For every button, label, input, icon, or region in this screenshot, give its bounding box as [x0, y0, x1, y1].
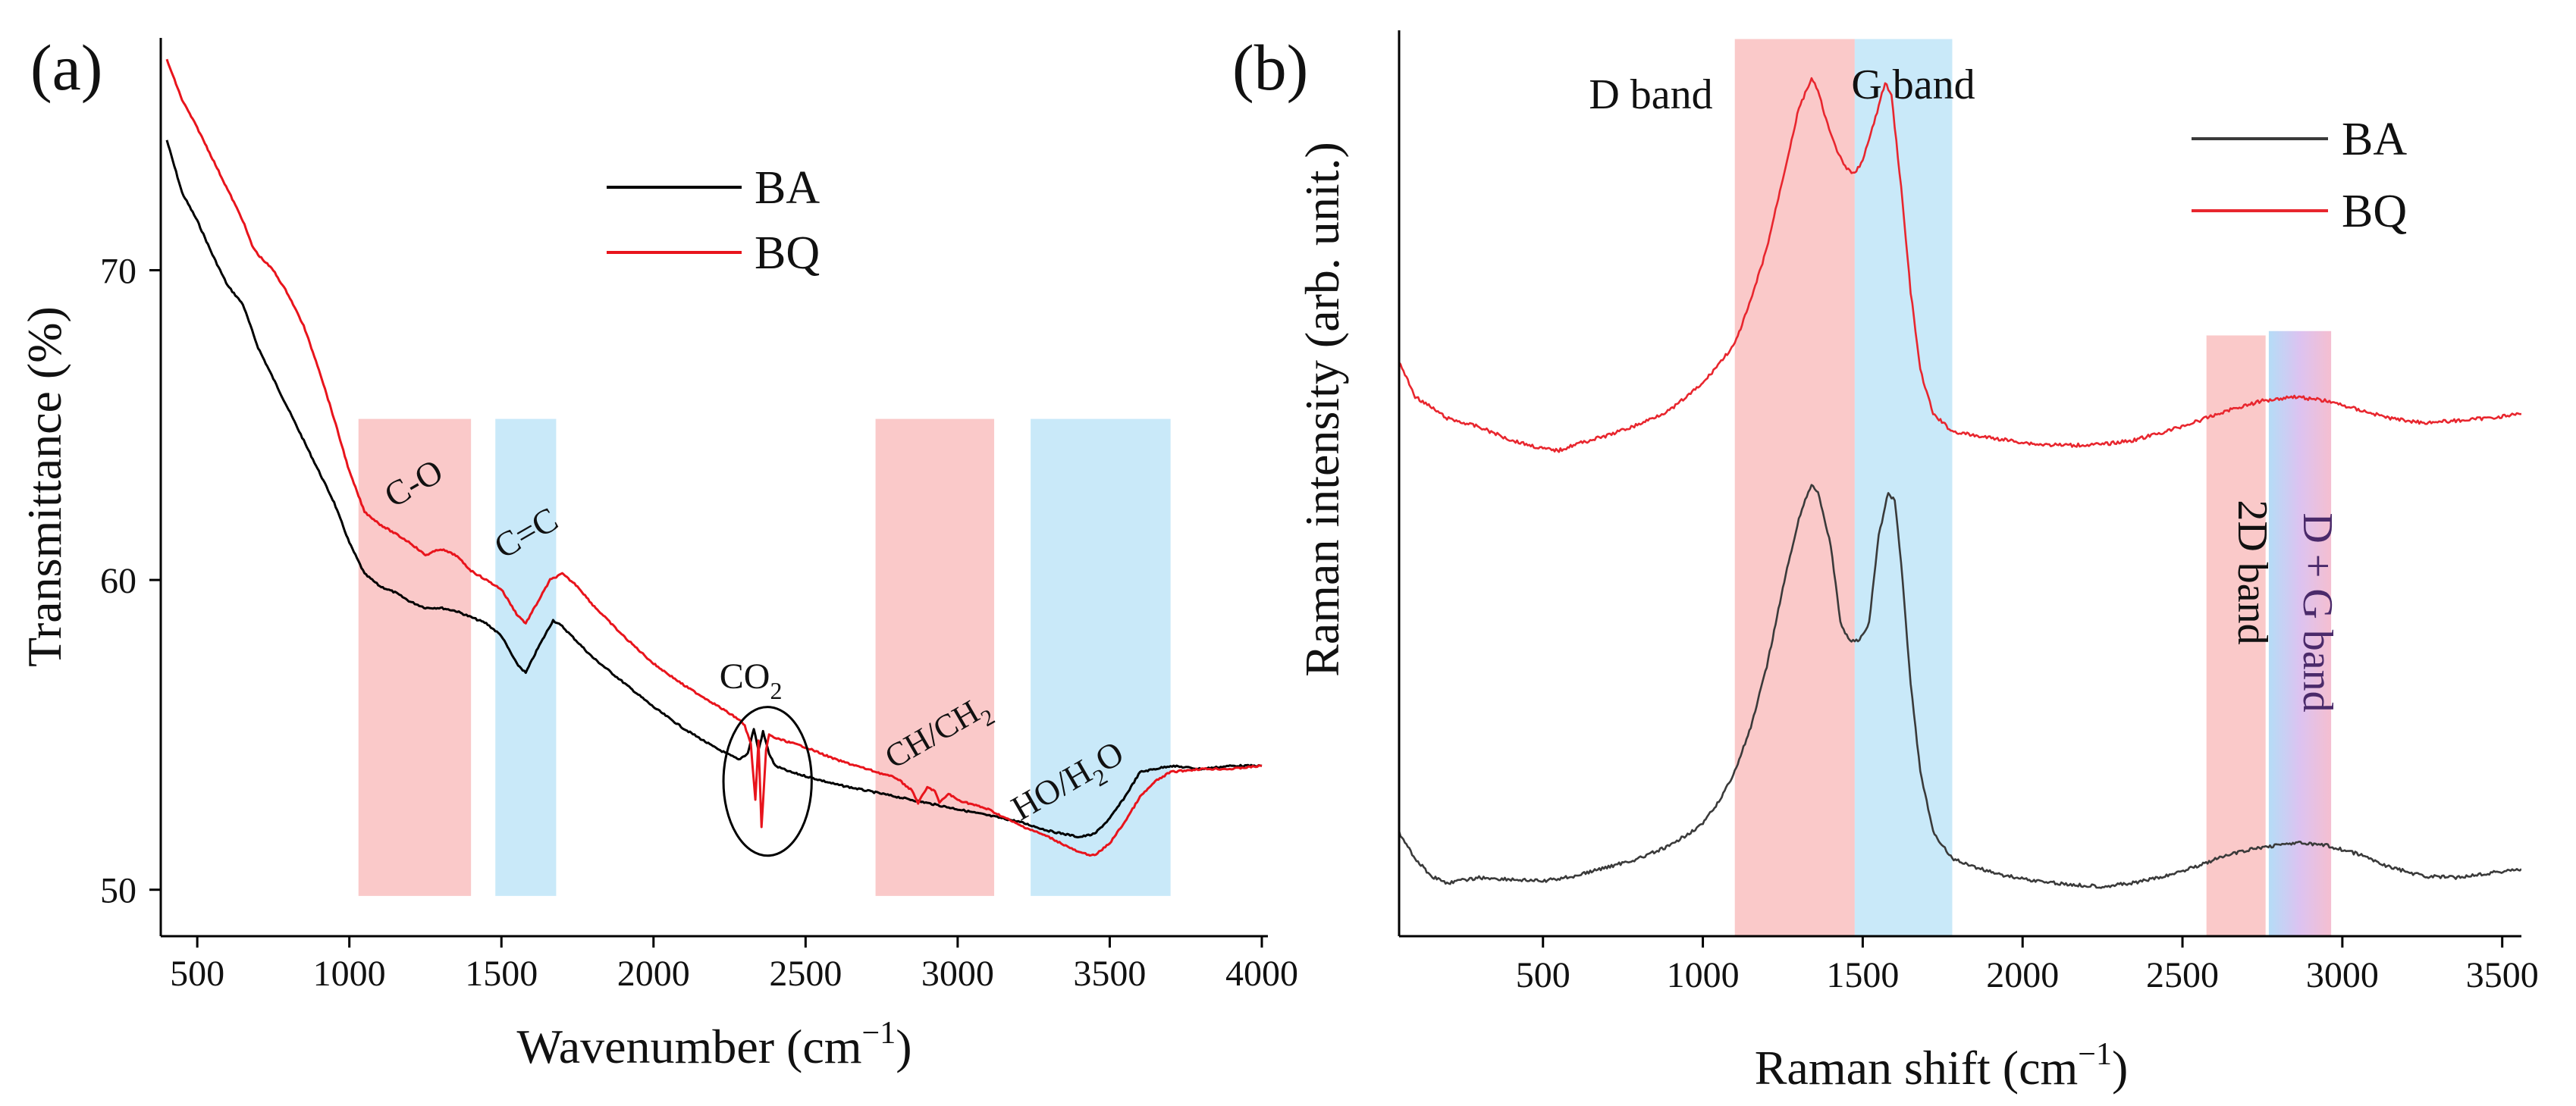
x-tick-label: 3500 [1073, 954, 1146, 994]
raman-bands [1734, 39, 2332, 936]
raman-band-region-0 [1734, 39, 1855, 936]
ftir-panel: (a) C-O C=C CO2 CH/CH2 HO/H2O 500 1000 150… [17, 31, 1298, 1073]
raman-band-region-2 [2206, 335, 2266, 936]
x-tick-label: 1500 [465, 954, 538, 994]
legend-label-ba: BA [755, 162, 820, 214]
x-tick-label: 4000 [1225, 954, 1298, 994]
band-region-1 [495, 418, 557, 896]
raman-ticks: 500 1000 1500 2000 2500 3000 3500 [1516, 936, 2539, 995]
x-axis-label-b: Raman shift (cm−1) [1755, 1037, 2129, 1095]
y-tick-label: 70 [100, 251, 136, 291]
series-line-ba [165, 139, 1263, 838]
raman-band-labels: D band G band 2D band D + G band [1589, 61, 2341, 713]
x-tick-label: 1000 [1667, 955, 1740, 995]
ftir-bands [358, 418, 1171, 896]
2d-band-label: 2D band [2229, 500, 2276, 644]
raman-series-line-ba [1399, 484, 2521, 889]
band-region-2 [875, 418, 995, 896]
raman-band-region-1 [1854, 39, 1953, 936]
raman-series-line-bq [1399, 77, 2521, 453]
y-axis-label-b: Raman intensity (arb. unit.) [1295, 142, 1349, 677]
x-tick-label: 3500 [2466, 955, 2539, 995]
x-tick-label: 3000 [2306, 955, 2379, 995]
x-tick-label: 1000 [313, 954, 386, 994]
x-tick-label: 2500 [2146, 955, 2219, 995]
legend-label-ba: BA [2342, 114, 2407, 165]
raman-axes [1398, 30, 2521, 938]
y-tick-label: 50 [100, 871, 136, 911]
x-tick-label: 1500 [1826, 955, 1899, 995]
panel-label-a: (a) [30, 31, 102, 104]
ftir-axes [159, 38, 1268, 938]
raman-panel: (b) D band G band 2D band D + G band 500… [1232, 30, 2539, 1095]
legend-label-bq: BQ [2342, 186, 2407, 237]
x-tick-label: 3000 [921, 954, 994, 994]
raman-series [1399, 77, 2521, 889]
g-band-label: G band [1851, 61, 1975, 108]
legend-label-bq: BQ [755, 227, 820, 279]
ftir-ticks: 500 1000 1500 2000 2500 3000 3500 4000 50 60 70 [100, 251, 1298, 994]
x-tick-label: 500 [170, 954, 224, 994]
x-tick-label: 2500 [769, 954, 842, 994]
x-tick-label: 2000 [1986, 955, 2059, 995]
annotation-co2: CO2 [720, 656, 783, 704]
y-tick-label: 60 [100, 561, 136, 601]
ftir-series [165, 58, 1263, 857]
band-region-3 [1031, 418, 1171, 896]
series-line-bq [165, 58, 1263, 857]
panel-label-b: (b) [1232, 31, 1308, 104]
raman-legend: BA BQ [2192, 114, 2407, 237]
co2-circle [722, 706, 813, 857]
x-axis-label-a: Wavenumber (cm−1) [516, 1016, 911, 1073]
x-tick-label: 500 [1516, 955, 1570, 995]
y-axis-label-a: Transmittance (%) [17, 306, 71, 667]
raman-band-region-3 [2268, 331, 2332, 936]
x-tick-label: 2000 [617, 954, 690, 994]
ftir-legend: BA BQ [607, 162, 820, 279]
band-region-0 [358, 418, 472, 896]
d-g-band-label: D + G band [2294, 512, 2341, 712]
d-band-label: D band [1589, 71, 1712, 118]
